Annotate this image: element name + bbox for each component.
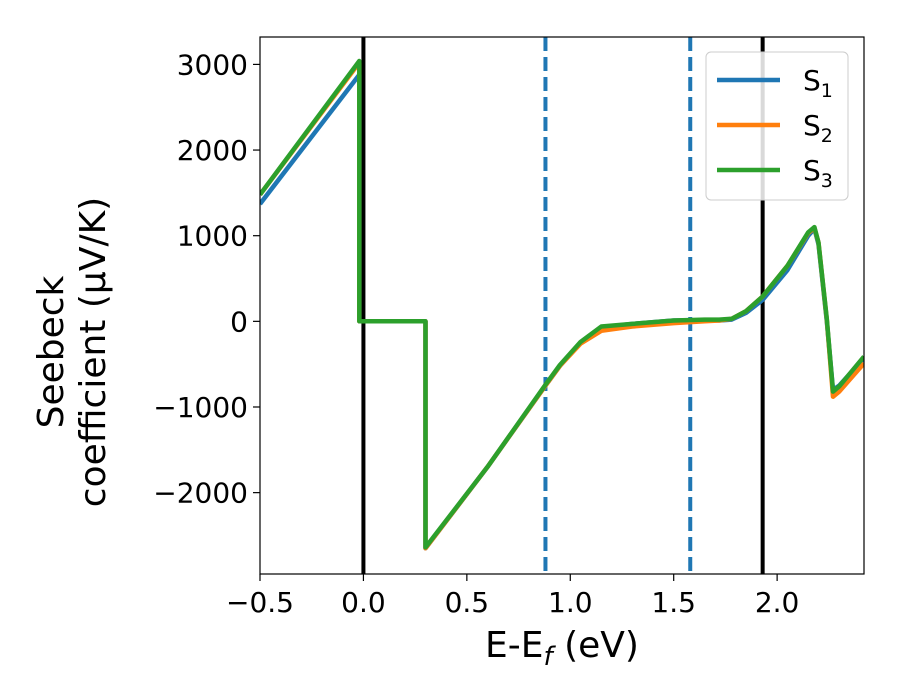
y-axis-label: Seebeck coefficient (μV/K) (31, 197, 114, 507)
y-tick-label: 3000 (177, 48, 248, 81)
y-axis: 3000 2000 1000 0 −1000 −2000 (153, 48, 260, 510)
legend-label-S3: S3 (803, 154, 833, 192)
y-axis-label-line2: coefficient (μV/K) (73, 197, 114, 507)
y-tick-label: 1000 (177, 220, 248, 253)
x-tick-label: −0.5 (226, 586, 294, 619)
x-axis-label: E-Ef (eV) (485, 625, 639, 672)
y-tick-label: −1000 (153, 391, 248, 424)
x-tick-label: 1.5 (651, 586, 696, 619)
legend-label-S1: S1 (803, 64, 833, 102)
x-axis: −0.5 0.0 0.5 1.0 1.5 2.0 (226, 574, 799, 619)
y-tick-label: 0 (230, 305, 248, 338)
x-tick-label: 0.5 (445, 586, 490, 619)
x-tick-label: 0.0 (341, 586, 386, 619)
x-tick-label: 2.0 (755, 586, 800, 619)
x-tick-label: 1.0 (548, 586, 593, 619)
legend-label-S2: S2 (803, 109, 833, 147)
y-tick-label: 2000 (177, 134, 248, 167)
plot-frame (259, 36, 865, 575)
series-line-S3 (260, 58, 864, 550)
y-tick-label: −2000 (153, 477, 248, 510)
series-group (260, 58, 864, 551)
y-axis-label-line1: Seebeck (31, 275, 72, 428)
legend: S1 S2 S3 (705, 51, 849, 201)
